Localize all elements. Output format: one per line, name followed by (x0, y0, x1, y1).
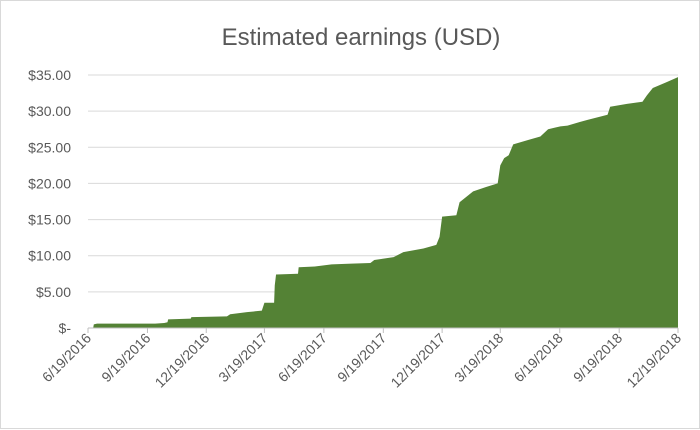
earnings-area (88, 77, 678, 328)
y-tick-label: $5.00 (36, 284, 71, 300)
chart-title: Estimated earnings (USD) (222, 24, 501, 51)
x-tick-label: 9/19/2018 (570, 330, 626, 386)
x-tick-label: 3/19/2018 (451, 330, 507, 386)
x-tick-label: 6/19/2017 (275, 330, 331, 386)
y-tick-label: $30.00 (28, 103, 71, 119)
x-tick-label: 12/19/2018 (623, 330, 684, 391)
x-tick-label: 9/19/2016 (98, 330, 154, 386)
y-tick-label: $- (59, 320, 72, 336)
y-tick-label: $10.00 (28, 248, 71, 264)
y-tick-label: $15.00 (28, 212, 71, 228)
x-tick-label: 9/19/2017 (334, 330, 390, 386)
y-axis-ticks: $- $5.00 $10.00 $15.00 $20.00 $25.00 $30.00 $35… (28, 67, 71, 336)
x-tick-label: 3/19/2017 (215, 330, 271, 386)
x-tick-label: 6/19/2018 (510, 330, 566, 386)
gridlines (88, 74, 678, 293)
y-tick-label: $35.00 (28, 67, 71, 83)
x-tick-label: 12/19/2016 (152, 330, 213, 391)
y-tick-label: $20.00 (28, 175, 71, 191)
x-tick-label: 12/19/2017 (387, 330, 448, 391)
y-tick-label: $25.00 (28, 139, 71, 155)
x-tick-label: 6/19/2016 (39, 330, 95, 386)
